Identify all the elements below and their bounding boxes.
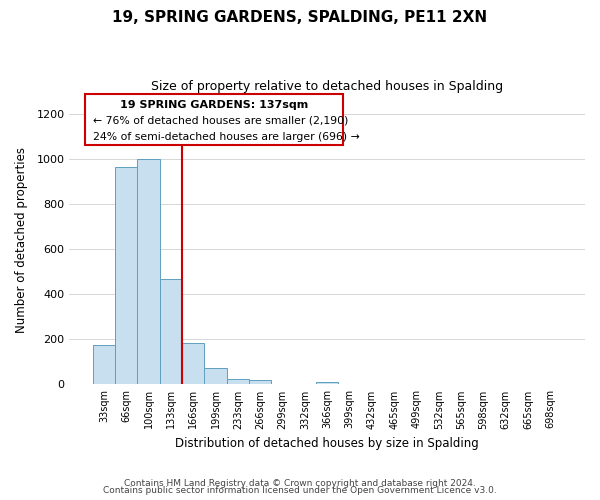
Bar	[249, 380, 271, 384]
Text: ← 76% of detached houses are smaller (2,190): ← 76% of detached houses are smaller (2,…	[92, 116, 348, 126]
Text: 24% of semi-detached houses are larger (696) →: 24% of semi-detached houses are larger (…	[92, 132, 359, 141]
Bar	[160, 280, 182, 384]
Text: 19, SPRING GARDENS, SPALDING, PE11 2XN: 19, SPRING GARDENS, SPALDING, PE11 2XN	[112, 10, 488, 25]
Bar	[182, 342, 205, 384]
FancyBboxPatch shape	[85, 94, 343, 144]
Text: Contains public sector information licensed under the Open Government Licence v3: Contains public sector information licen…	[103, 486, 497, 495]
Title: Size of property relative to detached houses in Spalding: Size of property relative to detached ho…	[151, 80, 503, 93]
Text: 19 SPRING GARDENS: 137sqm: 19 SPRING GARDENS: 137sqm	[119, 100, 308, 110]
Text: Contains HM Land Registry data © Crown copyright and database right 2024.: Contains HM Land Registry data © Crown c…	[124, 478, 476, 488]
Bar	[93, 345, 115, 385]
Bar	[205, 368, 227, 384]
Y-axis label: Number of detached properties: Number of detached properties	[15, 147, 28, 333]
Bar	[115, 166, 137, 384]
Bar	[137, 158, 160, 384]
Bar	[316, 382, 338, 384]
X-axis label: Distribution of detached houses by size in Spalding: Distribution of detached houses by size …	[175, 437, 479, 450]
Bar	[227, 380, 249, 384]
